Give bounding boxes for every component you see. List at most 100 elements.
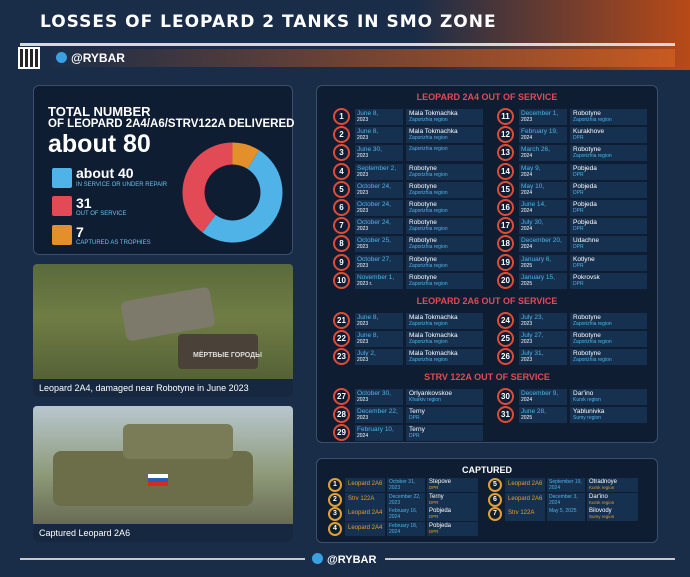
photo-damaged-tank: МЁРТВЫЕ ГОРОДЫ Leopard 2A4, damaged near… [33, 264, 293, 397]
donut-slice-2 [232, 142, 260, 169]
row-date-day: December 1, [521, 110, 559, 117]
row-date-day: June 28, [521, 408, 546, 416]
row-date-year: 2023 г. [357, 280, 373, 287]
row-date-day: July 27, [521, 332, 544, 340]
loss-row: 26 July 31, 2023 Robotyne Zaporizhia region [497, 348, 647, 366]
row-place-name: Robotyne [573, 332, 601, 340]
loss-row: 18 December 20, 2024 Udachne DPR [497, 235, 647, 253]
row-place-name: Robotyne [409, 164, 437, 172]
captured-place-name: Pobjeda [429, 523, 452, 530]
row-date-year: 2023 [357, 339, 369, 346]
row-date-day: October 24, [357, 219, 391, 227]
section-captured-title: CAPTURED [461, 465, 512, 475]
row-date-day: July 30, [521, 219, 544, 227]
row-place-name: Mala Tokmachka [409, 128, 458, 136]
row-number: 20 [497, 271, 514, 289]
row-date-day: June 8, [357, 314, 379, 321]
row-place: Robotyne Zaporizhia region [406, 163, 483, 180]
brand-text: @RYBAR [71, 51, 125, 65]
captured-date: December 3, 2024 [547, 492, 585, 507]
captured-place: Otradnoye Kursk region [587, 478, 638, 492]
row-place-name: Pobjeda [573, 219, 597, 227]
photo-stamp: МЁРТВЫЕ ГОРОДЫ [193, 352, 262, 359]
row-place: Robotyne Zaporizhia region [406, 254, 483, 271]
row-region: Zaporizhia region [409, 244, 448, 251]
row-date: January 15, 2025 [519, 272, 567, 289]
captured-type: Leopard 2A6 [345, 478, 385, 492]
row-date: July 30, 2024 [519, 218, 567, 235]
captured-number: 1 [328, 478, 342, 492]
row-region: DPR [573, 135, 584, 142]
row-date: May 9, 2024 [519, 163, 567, 180]
row-date: October 24, 2023 [355, 181, 403, 198]
row-place: Kotlyne DPR [570, 254, 647, 271]
row-date: May 10, 2024 [519, 181, 567, 198]
telegram-icon [56, 52, 67, 63]
loss-row: 3 June 30, 2023 Zaporizhia region [333, 144, 483, 162]
row-place-name: Pobjeda [573, 164, 597, 172]
row-place: Robotyne Zaporizhia region [406, 272, 483, 289]
row-date-year: 2023 [357, 321, 369, 327]
row-number: 23 [333, 348, 350, 366]
row-region: Zaporizhia region [409, 339, 448, 346]
row-number: 13 [497, 144, 514, 162]
captured-date: May 5, 2025 [547, 507, 585, 522]
row-date-day: July 31, [521, 350, 544, 358]
row-place-name: Pobjeda [573, 182, 597, 190]
row-place: Mala Tokmachka Zaporizhia region [406, 349, 483, 366]
brand-label: @RYBAR [56, 51, 125, 65]
row-date-year: 2023 [357, 153, 369, 160]
row-number: 21 [333, 312, 350, 329]
loss-row: 6 October 24, 2023 Robotyne Zaporizhia regio… [333, 199, 483, 216]
row-date: June 30, 2023 [355, 145, 403, 162]
row-place: Kurakhove DPR [570, 127, 647, 144]
row-number: 1 [333, 108, 350, 125]
row-place: Terny DPR [406, 407, 483, 424]
captured-type: Strv 122A [505, 507, 545, 522]
row-date-year: 2023 [357, 171, 369, 178]
row-date: June 14, 2024 [519, 200, 567, 216]
legend-num-captured: 7 [76, 224, 84, 240]
captured-region: Kursk region [589, 499, 615, 505]
section-strv-title: STRV 122A OUT OF SERVICE [424, 372, 550, 382]
row-region: Zaporizhia region [409, 146, 448, 153]
row-region: Zaporizhia region [573, 153, 612, 160]
row-region: Sumy region [573, 415, 602, 422]
donut-chart [182, 142, 283, 243]
row-place: Pobjeda DPR [570, 181, 647, 198]
row-place: Mala Tokmachka Zaporizhia region [406, 127, 483, 144]
row-date: October 25, 2023 [355, 236, 403, 253]
row-date-year: 2023 [357, 117, 369, 123]
row-date: July 27, 2023 [519, 331, 567, 348]
stats-line1: TOTAL NUMBER [48, 104, 151, 119]
loss-row: 8 October 25, 2023 Robotyne Zaporizhia regio… [333, 235, 483, 253]
row-place: Robotyne Zaporizhia region [406, 236, 483, 253]
row-date-year: 2024 [521, 171, 533, 178]
loss-row: 28 December 22, 2023 Terny DPR [333, 406, 483, 424]
row-number: 25 [497, 330, 514, 348]
row-number: 18 [497, 235, 514, 253]
loss-row: 17 July 30, 2024 Pobjeda DPR [497, 217, 647, 235]
row-place: Zaporizhia region [406, 145, 483, 162]
legend-label-out: OUT OF SERVICE [76, 211, 127, 217]
row-date-day: June 8, [357, 128, 379, 136]
row-date: July 2, 2023 [355, 349, 403, 366]
row-number: 29 [333, 424, 350, 442]
row-place: Terny DPR [406, 425, 483, 442]
stats-line2: OF LEOPARD 2A4/A6/STRV122A DELIVERED [48, 118, 295, 130]
row-region: Zaporizhia region [409, 171, 448, 178]
loss-row: 2 June 8, 2023 Mala Tokmachka Zaporizhia reg… [333, 126, 483, 144]
captured-type: Strv 122A [345, 492, 385, 507]
captured-place-name: Bilovody [589, 508, 612, 515]
footer-telegram-icon [312, 553, 323, 564]
row-date: June 8, 2023 [355, 127, 403, 144]
captured-date: December 22, 2023 [387, 492, 425, 507]
row-number: 10 [333, 271, 350, 289]
row-region: DPR [409, 433, 420, 440]
captured-region: DPR [429, 529, 439, 535]
section-a6-title: LEOPARD 2A6 OUT OF SERVICE [416, 296, 558, 306]
row-date-day: December 9, [521, 390, 559, 397]
row-region: Zaporizhia region [409, 208, 448, 214]
captured-row: 6 Leopard 2A6 December 3, 2024 Dar'ino Kursk… [488, 492, 638, 507]
row-region: Zaporizhia region [409, 117, 448, 123]
